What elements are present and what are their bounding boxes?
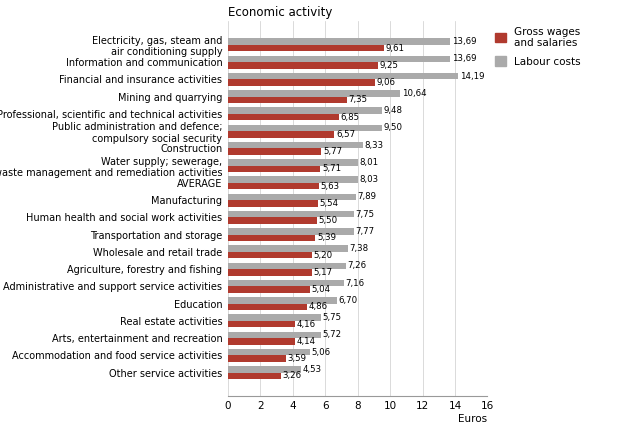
Text: 5,17: 5,17	[313, 268, 332, 277]
Bar	[228, 235, 315, 241]
Bar	[228, 90, 401, 97]
Bar	[228, 349, 310, 355]
X-axis label: Euros: Euros	[458, 414, 487, 424]
Text: 7,75: 7,75	[355, 210, 374, 219]
Text: 8,03: 8,03	[360, 175, 379, 184]
Text: 5,20: 5,20	[314, 250, 333, 259]
Text: 5,75: 5,75	[323, 313, 342, 322]
Bar	[228, 245, 348, 252]
Text: Economic activity: Economic activity	[228, 6, 332, 19]
Text: 8,33: 8,33	[365, 141, 384, 150]
Bar	[228, 280, 344, 286]
Text: 8,01: 8,01	[360, 158, 379, 167]
Bar	[228, 366, 301, 373]
Bar	[228, 211, 354, 217]
Bar	[228, 228, 354, 235]
Bar	[228, 176, 358, 183]
Bar	[228, 107, 382, 114]
Text: 5,04: 5,04	[311, 285, 330, 294]
Text: 5,54: 5,54	[320, 199, 339, 208]
Text: 9,50: 9,50	[384, 124, 403, 132]
Text: 4,53: 4,53	[303, 365, 322, 374]
Text: 5,06: 5,06	[311, 348, 330, 357]
Bar	[228, 338, 295, 345]
Text: 5,77: 5,77	[323, 147, 342, 156]
Text: 13,69: 13,69	[451, 37, 476, 46]
Bar	[228, 331, 321, 338]
Text: 5,71: 5,71	[322, 164, 341, 173]
Text: 6,85: 6,85	[341, 112, 360, 122]
Legend: Gross wages
and salaries, Labour costs: Gross wages and salaries, Labour costs	[495, 26, 580, 67]
Bar	[228, 252, 312, 259]
Bar	[228, 355, 286, 362]
Bar	[228, 62, 378, 69]
Text: 9,48: 9,48	[383, 106, 403, 115]
Bar	[228, 269, 311, 276]
Bar	[228, 262, 346, 269]
Bar	[228, 200, 318, 207]
Text: 3,26: 3,26	[282, 371, 301, 380]
Text: 13,69: 13,69	[451, 55, 476, 63]
Text: 7,35: 7,35	[349, 95, 368, 104]
Text: 7,38: 7,38	[349, 244, 368, 253]
Bar	[228, 55, 450, 62]
Bar	[228, 321, 296, 328]
Text: 9,06: 9,06	[377, 78, 396, 87]
Text: 3,59: 3,59	[288, 354, 307, 363]
Text: 5,39: 5,39	[317, 233, 336, 242]
Bar	[228, 114, 339, 121]
Text: 5,63: 5,63	[321, 181, 340, 191]
Text: 10,64: 10,64	[402, 89, 427, 98]
Bar	[228, 45, 384, 52]
Bar	[228, 286, 310, 293]
Text: 14,19: 14,19	[460, 72, 484, 81]
Bar	[228, 297, 337, 304]
Bar	[228, 38, 450, 45]
Bar	[228, 373, 281, 379]
Bar	[228, 304, 307, 310]
Text: 6,57: 6,57	[336, 130, 355, 139]
Bar	[228, 193, 356, 200]
Text: 4,86: 4,86	[308, 302, 327, 311]
Bar	[228, 166, 320, 172]
Bar	[228, 314, 321, 321]
Bar	[228, 148, 322, 155]
Bar	[228, 159, 358, 166]
Text: 6,70: 6,70	[338, 296, 357, 305]
Bar	[228, 79, 375, 86]
Text: 5,72: 5,72	[322, 330, 341, 340]
Text: 7,26: 7,26	[348, 261, 367, 271]
Bar	[228, 142, 363, 148]
Text: 9,61: 9,61	[385, 44, 404, 53]
Text: 4,14: 4,14	[297, 337, 316, 346]
Bar	[228, 217, 317, 224]
Bar	[228, 97, 347, 103]
Bar	[228, 73, 458, 79]
Text: 7,89: 7,89	[358, 193, 377, 201]
Bar	[228, 124, 382, 131]
Text: 7,16: 7,16	[346, 279, 365, 288]
Bar	[228, 183, 319, 190]
Text: 7,77: 7,77	[356, 227, 375, 236]
Bar	[228, 131, 334, 138]
Text: 4,16: 4,16	[297, 320, 316, 328]
Text: 9,25: 9,25	[380, 61, 399, 70]
Text: 5,50: 5,50	[319, 216, 338, 225]
